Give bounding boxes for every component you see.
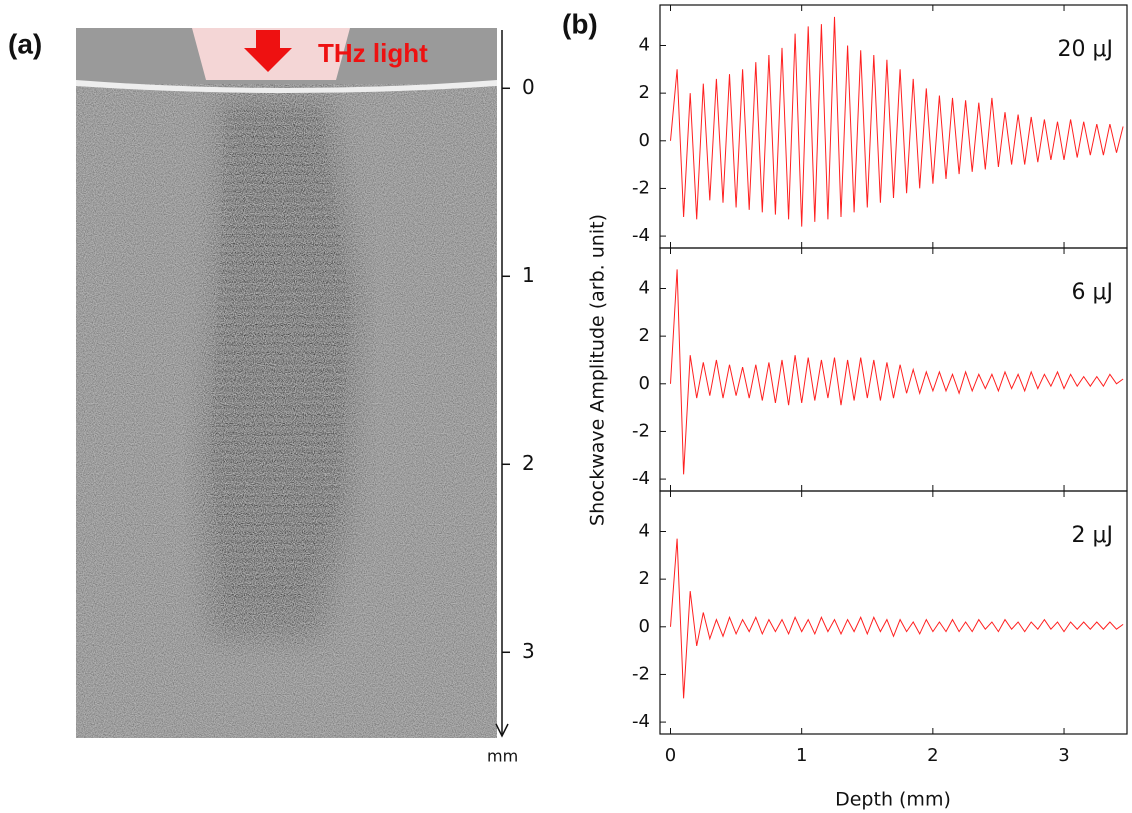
x-tick-label: 2: [927, 745, 938, 766]
y-tick-label: 0: [639, 373, 650, 394]
image-panel: [76, 28, 497, 738]
y-tick-label: 2: [639, 325, 650, 346]
y-tick-label: -4: [632, 225, 650, 246]
data-line: [670, 269, 1124, 475]
x-tick-label: 0: [665, 745, 676, 766]
panel-label: (b): [562, 8, 598, 39]
y-tick-label: 1: [522, 263, 535, 287]
panel-label: (a): [8, 28, 42, 59]
y-tick-label: -2: [632, 420, 650, 441]
plot-frame: [659, 490, 1128, 735]
y-tick-label: 4: [639, 35, 650, 56]
thz-arrow: [244, 30, 292, 72]
image-noise: [76, 28, 497, 738]
y-axis-label: Shockwave Amplitude (arb. unit): [587, 214, 609, 526]
data-line: [670, 16, 1124, 227]
axis-unit: mm: [487, 747, 518, 766]
x-axis-label: Depth (mm): [835, 789, 951, 811]
y-tick-label: -2: [632, 663, 650, 684]
y-tick-label: 0: [639, 616, 650, 637]
y-tick-label: 0: [522, 75, 535, 99]
series-label: 6 μJ: [1072, 280, 1113, 305]
x-tick-label: 3: [1058, 745, 1069, 766]
series-label: 20 μJ: [1058, 37, 1113, 62]
y-tick-label: 2: [639, 82, 650, 103]
surface: [76, 80, 497, 93]
y-tick-label: 4: [639, 521, 650, 542]
y-tick-label: 4: [639, 278, 650, 299]
y-tick-label: -4: [632, 711, 650, 732]
y-tick-label: -2: [632, 177, 650, 198]
y-tick-label: 3: [522, 639, 535, 663]
y-tick-label: -4: [632, 468, 650, 489]
data-line: [670, 538, 1124, 699]
x-tick-label: 1: [796, 745, 807, 766]
axis-arrow: [495, 723, 509, 738]
y-tick-label: 0: [639, 130, 650, 151]
y-tick-label: 2: [639, 568, 650, 589]
y-tick-label: 2: [522, 451, 535, 475]
annotation: THz light: [318, 38, 428, 68]
series-label: 2 μJ: [1072, 523, 1113, 548]
